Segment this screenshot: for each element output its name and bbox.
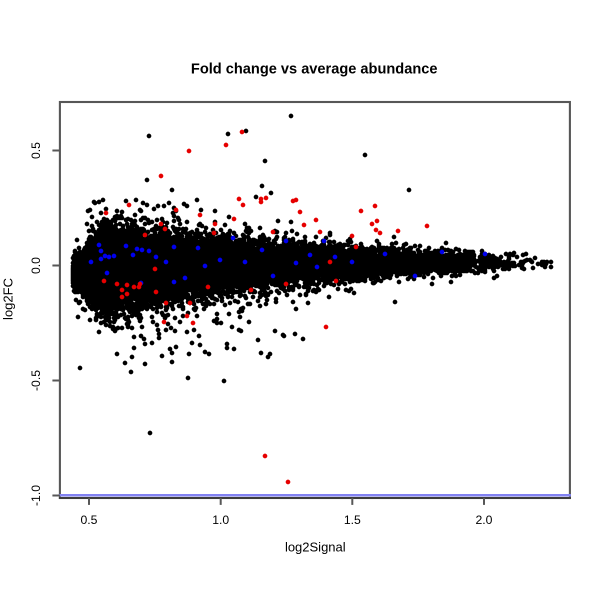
svg-text:1.0: 1.0 <box>212 513 229 527</box>
svg-text:0.5: 0.5 <box>81 513 98 527</box>
svg-text:0.5: 0.5 <box>29 142 43 159</box>
svg-text:-1.0: -1.0 <box>29 485 43 506</box>
svg-text:log2FC: log2FC <box>0 278 15 320</box>
svg-text:2.0: 2.0 <box>476 513 493 527</box>
svg-text:-0.5: -0.5 <box>29 370 43 391</box>
svg-text:log2Signal: log2Signal <box>285 540 346 555</box>
svg-text:0.0: 0.0 <box>29 257 43 274</box>
svg-text:1.5: 1.5 <box>344 513 361 527</box>
svg-text:Fold change vs average abundan: Fold change vs average abundance <box>191 62 438 78</box>
